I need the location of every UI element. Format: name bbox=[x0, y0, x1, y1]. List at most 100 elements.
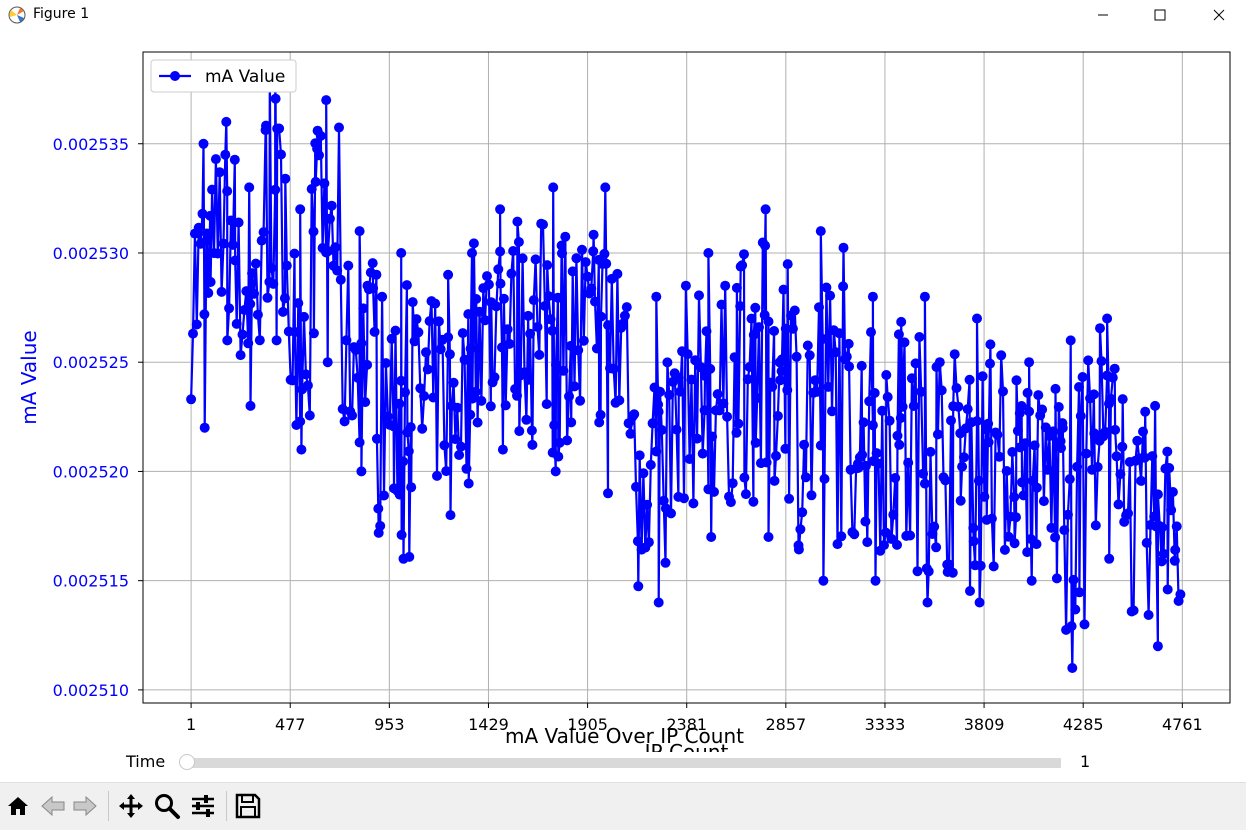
data-point bbox=[934, 357, 945, 368]
data-point bbox=[1001, 466, 1012, 476]
data-point bbox=[858, 417, 869, 428]
data-point bbox=[823, 381, 834, 392]
data-point bbox=[577, 244, 587, 255]
data-point bbox=[419, 391, 430, 401]
data-point bbox=[205, 210, 216, 221]
data-point bbox=[760, 204, 771, 215]
data-point bbox=[435, 344, 446, 355]
data-point bbox=[396, 248, 407, 258]
data-point bbox=[908, 401, 919, 411]
data-point bbox=[802, 340, 813, 351]
data-point bbox=[906, 373, 917, 384]
data-point bbox=[1123, 508, 1133, 519]
data-point bbox=[571, 253, 582, 264]
data-point bbox=[198, 138, 209, 149]
data-point bbox=[692, 433, 703, 444]
x-tick-label: 1 bbox=[186, 715, 196, 734]
forward-button[interactable] bbox=[70, 791, 100, 821]
data-point bbox=[722, 411, 733, 422]
data-point bbox=[379, 490, 389, 501]
legend-marker bbox=[170, 71, 180, 81]
data-point bbox=[919, 478, 930, 489]
data-point bbox=[925, 446, 936, 457]
data-point bbox=[787, 323, 798, 334]
data-point bbox=[1147, 451, 1158, 462]
data-point bbox=[905, 530, 916, 541]
data-point bbox=[493, 264, 504, 275]
data-point bbox=[413, 327, 424, 338]
data-point bbox=[864, 396, 875, 407]
configure-button[interactable] bbox=[188, 791, 218, 821]
data-point bbox=[1064, 474, 1075, 485]
maximize-button[interactable] bbox=[1137, 0, 1183, 30]
data-point bbox=[1031, 539, 1042, 550]
data-point bbox=[600, 182, 611, 193]
save-icon bbox=[235, 793, 261, 819]
data-point bbox=[203, 288, 214, 298]
data-point bbox=[647, 418, 658, 429]
data-point bbox=[716, 299, 727, 310]
data-point bbox=[877, 405, 888, 416]
data-point bbox=[512, 216, 523, 227]
data-point bbox=[679, 493, 689, 504]
minimize-button[interactable] bbox=[1080, 0, 1126, 30]
data-point bbox=[1046, 522, 1057, 533]
zoom-button[interactable] bbox=[152, 791, 182, 821]
data-point bbox=[1107, 372, 1118, 383]
data-point bbox=[923, 566, 934, 577]
data-point bbox=[443, 269, 454, 280]
back-button[interactable] bbox=[38, 791, 68, 821]
data-point bbox=[1075, 411, 1086, 421]
data-point bbox=[871, 448, 882, 459]
time-slider-track[interactable] bbox=[187, 758, 1061, 768]
data-point bbox=[244, 182, 255, 193]
data-point bbox=[332, 265, 343, 276]
data-point bbox=[526, 425, 537, 436]
data-point bbox=[608, 363, 619, 374]
data-point bbox=[249, 288, 259, 299]
x-tick-label: 4285 bbox=[1063, 715, 1104, 734]
data-point bbox=[856, 360, 867, 371]
data-point bbox=[761, 457, 772, 468]
data-point bbox=[690, 355, 701, 366]
data-point bbox=[643, 537, 654, 548]
data-point bbox=[1070, 604, 1081, 615]
data-point bbox=[564, 391, 574, 402]
data-point bbox=[955, 495, 966, 506]
data-point bbox=[731, 427, 742, 438]
data-point bbox=[763, 316, 774, 327]
data-point bbox=[795, 524, 806, 535]
x-tick-label: 3333 bbox=[865, 715, 906, 734]
close-button[interactable] bbox=[1196, 0, 1242, 30]
data-point bbox=[224, 303, 235, 314]
data-point bbox=[186, 394, 197, 405]
data-point bbox=[295, 204, 306, 215]
data-point bbox=[817, 334, 828, 344]
data-point bbox=[588, 229, 599, 240]
data-point bbox=[521, 414, 532, 425]
line-chart[interactable]: 1 477 953 1429 1905 2381 2857 3333 3809 4285 4761 0… bbox=[0, 30, 1246, 752]
data-point bbox=[832, 539, 843, 550]
data-point bbox=[497, 342, 507, 353]
data-point bbox=[485, 401, 496, 412]
data-point bbox=[977, 371, 988, 382]
data-point bbox=[371, 269, 382, 280]
data-point bbox=[256, 235, 267, 246]
data-point bbox=[541, 399, 552, 410]
data-point bbox=[534, 349, 545, 360]
data-point bbox=[682, 349, 693, 360]
home-button[interactable] bbox=[3, 791, 33, 821]
time-slider-handle[interactable] bbox=[179, 754, 195, 770]
data-point bbox=[467, 248, 477, 258]
save-button[interactable] bbox=[233, 791, 263, 821]
data-point bbox=[1068, 574, 1079, 585]
data-point bbox=[827, 406, 837, 417]
pan-button[interactable] bbox=[116, 791, 146, 821]
data-point bbox=[725, 497, 736, 508]
series-mA-value bbox=[186, 73, 1186, 673]
data-point bbox=[495, 278, 506, 289]
data-point bbox=[830, 347, 841, 358]
data-point bbox=[405, 422, 416, 433]
data-point bbox=[700, 370, 710, 381]
data-point bbox=[279, 293, 290, 304]
